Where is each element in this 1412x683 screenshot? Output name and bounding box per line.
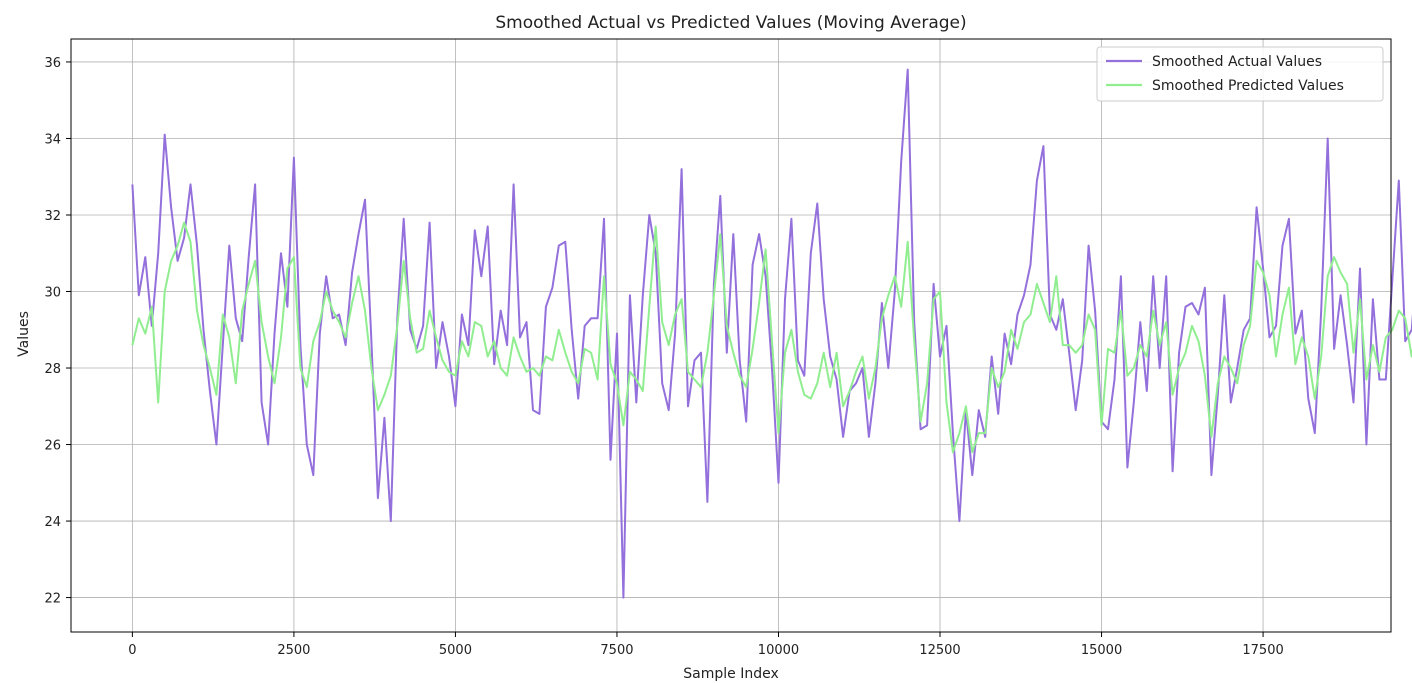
x-tick-label: 17500 xyxy=(1242,643,1283,658)
y-axis: 22 24 26 28 30 32 34 36 xyxy=(44,56,71,607)
x-tick-label: 2500 xyxy=(277,643,310,658)
series-line-actual xyxy=(131,68,1412,599)
y-tick-label: 28 xyxy=(44,362,61,377)
legend-box xyxy=(1096,46,1384,102)
series-line-predicted xyxy=(131,221,1412,454)
y-tick-label: 36 xyxy=(44,56,61,71)
chart-title: Smoothed Actual vs Predicted Values (Mov… xyxy=(495,13,966,33)
x-tick-label: 10000 xyxy=(758,643,799,658)
y-tick-label: 34 xyxy=(44,132,61,147)
x-tick-label: 7500 xyxy=(600,643,633,658)
y-tick-label: 32 xyxy=(44,209,61,224)
x-tick-label: 5000 xyxy=(439,643,472,658)
x-tick-label: 12500 xyxy=(919,643,960,658)
y-tick-label: 24 xyxy=(44,515,61,530)
legend-label-predicted: Smoothed Predicted Values xyxy=(1152,78,1344,94)
x-tick-label: 0 xyxy=(128,643,136,658)
y-axis-title: Values xyxy=(16,311,32,357)
legend: Smoothed Actual Values Smoothed Predicte… xyxy=(1096,46,1384,102)
legend-label-actual: Smoothed Actual Values xyxy=(1152,54,1322,70)
x-tick-label: 15000 xyxy=(1081,643,1122,658)
series-layer xyxy=(131,68,1412,599)
x-axis-title: Sample Index xyxy=(683,666,778,682)
y-tick-label: 26 xyxy=(44,439,61,454)
x-axis: 0 2500 5000 7500 10000 12500 15000 17500 xyxy=(128,632,1284,658)
y-tick-label: 30 xyxy=(44,286,61,301)
y-tick-label: 22 xyxy=(44,592,61,607)
plot-frame xyxy=(70,38,1392,633)
